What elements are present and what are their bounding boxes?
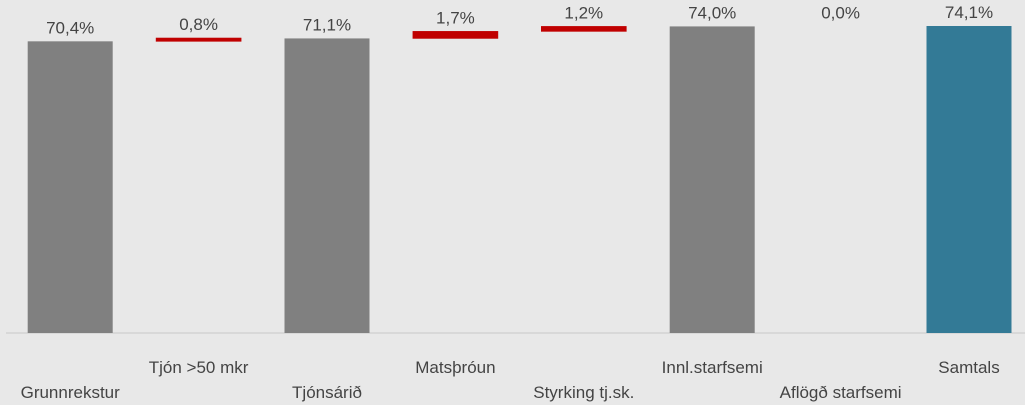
value-label: 74,0%	[688, 3, 736, 22]
total-bar	[27, 41, 113, 333]
category-label: Styrking tj.sk.	[533, 383, 634, 402]
category-label: Matsþróun	[415, 358, 495, 377]
value-label: 70,4%	[46, 18, 94, 37]
category-label: Aflögð starfsemi	[780, 383, 902, 402]
value-label: 1,7%	[436, 8, 475, 27]
category-label: Innl.starfsemi	[662, 358, 763, 377]
value-label: 74,1%	[945, 3, 993, 22]
total-bar	[284, 38, 370, 334]
total-bar	[926, 26, 1012, 333]
value-label: 1,2%	[564, 3, 603, 22]
category-label: Samtals	[938, 358, 999, 377]
value-label: 0,8%	[179, 15, 218, 34]
category-label: Grunnrekstur	[21, 383, 121, 402]
delta-bar	[540, 26, 627, 32]
category-label: Tjón >50 mkr	[149, 358, 249, 377]
value-label: 0,0%	[821, 3, 860, 22]
delta-bar	[412, 31, 499, 39]
delta-bar	[155, 37, 242, 42]
total-bar	[669, 26, 755, 333]
category-label: Tjónsárið	[292, 383, 362, 402]
value-label: 71,1%	[303, 15, 351, 34]
